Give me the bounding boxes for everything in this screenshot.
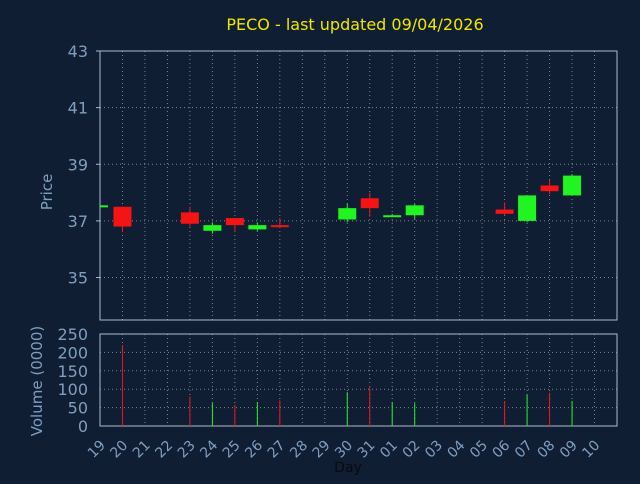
candle-body bbox=[405, 205, 424, 216]
x-axis-label: Day bbox=[334, 460, 362, 476]
candle-body bbox=[203, 225, 222, 231]
candle-body bbox=[383, 215, 402, 218]
x-tick-label: 01 bbox=[377, 438, 401, 462]
x-tick-label: 09 bbox=[557, 438, 581, 462]
x-tick-label: 06 bbox=[490, 437, 514, 461]
candle-body bbox=[180, 212, 199, 224]
candle-body bbox=[518, 195, 537, 221]
x-tick-label: 02 bbox=[400, 438, 424, 462]
x-tick-label: 31 bbox=[355, 438, 379, 462]
x-tick-label: 25 bbox=[220, 438, 244, 462]
price-panel: 35 37 39 41 43 bbox=[68, 42, 618, 321]
volume-frame bbox=[99, 333, 618, 427]
candle-body bbox=[540, 185, 559, 192]
candle-body bbox=[495, 209, 514, 214]
candle-body bbox=[338, 208, 357, 220]
volume-tick-label: 50 bbox=[68, 399, 88, 418]
x-tick-label: 20 bbox=[107, 438, 131, 462]
x-tick-label: 22 bbox=[152, 438, 176, 462]
x-tick-labels: 1920212223242526272829303101020304050607… bbox=[85, 437, 603, 461]
volume-tick-label: 150 bbox=[57, 362, 88, 381]
x-tick-label: 30 bbox=[332, 438, 356, 462]
volume-tick-label: 200 bbox=[57, 343, 88, 362]
x-tick-label: 28 bbox=[287, 438, 311, 462]
x-tick-label: 29 bbox=[310, 438, 334, 462]
x-tick-label: 07 bbox=[512, 438, 536, 462]
chart-title: PECO - last updated 09/04/2026 bbox=[226, 15, 483, 34]
price-frame bbox=[99, 50, 618, 321]
x-tick-label: 26 bbox=[242, 437, 266, 461]
price-axis-label: Price bbox=[38, 174, 56, 211]
x-tick-label: 03 bbox=[422, 438, 446, 462]
volume-tick-label: 100 bbox=[57, 380, 88, 399]
price-tick-label: 39 bbox=[68, 155, 88, 174]
x-tick-label: 19 bbox=[85, 438, 109, 462]
x-tick-label: 04 bbox=[445, 437, 469, 461]
candle-body bbox=[113, 206, 132, 227]
price-tick-label: 41 bbox=[68, 99, 88, 118]
volume-tick-label: 250 bbox=[57, 325, 88, 344]
x-tick-label: 21 bbox=[130, 438, 154, 462]
candle-body bbox=[100, 205, 108, 208]
x-tick-label: 24 bbox=[197, 437, 221, 461]
candle-body bbox=[360, 198, 379, 209]
x-tick-label: 10 bbox=[579, 438, 603, 462]
x-tick-label: 05 bbox=[467, 438, 491, 462]
price-tick-label: 43 bbox=[68, 42, 88, 61]
volume-tick-label: 0 bbox=[78, 417, 88, 436]
x-tick-label: 08 bbox=[534, 438, 558, 462]
candle-body bbox=[225, 218, 244, 226]
candle-body bbox=[563, 175, 582, 196]
price-tick-label: 35 bbox=[68, 269, 88, 288]
x-tick-label: 27 bbox=[265, 438, 289, 462]
x-tick-label: 23 bbox=[175, 438, 199, 462]
candle-body bbox=[248, 225, 267, 230]
price-tick-label: 37 bbox=[68, 212, 88, 231]
candle-body bbox=[270, 225, 289, 228]
volume-axis-label: Volume (0000) bbox=[28, 326, 46, 436]
